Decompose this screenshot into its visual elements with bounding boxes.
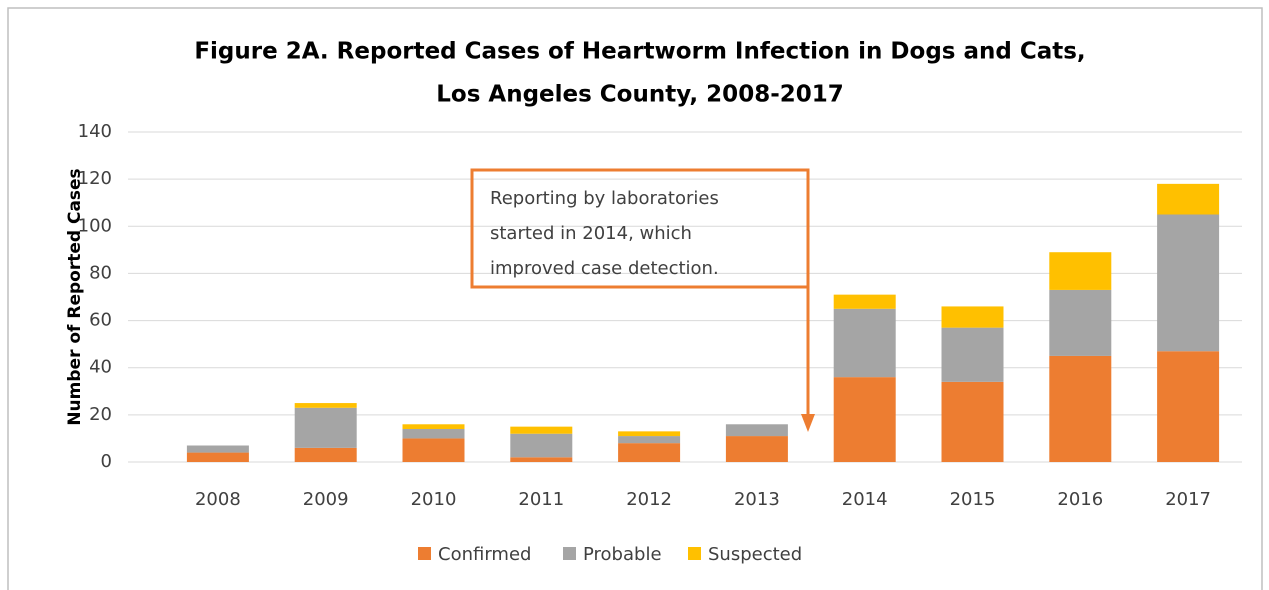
bar-segment — [618, 436, 681, 444]
bar-segment — [618, 431, 681, 437]
y-axis-label: Number of Reported Cases — [65, 168, 85, 425]
annotation-text: improved case detection. — [490, 258, 719, 279]
x-tick-label: 2017 — [1165, 489, 1211, 510]
legend-label: Probable — [583, 544, 662, 565]
annotation-box — [470, 168, 810, 418]
x-tick-label: 2011 — [518, 489, 564, 510]
bar-segment — [186, 452, 249, 462]
x-tick-label: 2014 — [842, 489, 888, 510]
y-tick-label: 140 — [78, 121, 112, 142]
y-tick-label: 0 — [101, 451, 112, 472]
x-tick-label: 2012 — [626, 489, 672, 510]
bar-segment — [618, 443, 681, 462]
y-tick-label: 20 — [89, 404, 112, 425]
bar-segment — [941, 306, 1004, 328]
y-tick-label: 60 — [89, 310, 112, 331]
bar-segment — [510, 457, 573, 462]
legend-swatch — [418, 547, 431, 560]
bar-segment — [941, 327, 1004, 382]
bar-segment — [833, 294, 896, 309]
bar-segment — [833, 308, 896, 378]
bar-segment — [294, 403, 357, 408]
chart-title: Los Angeles County, 2008-2017 — [436, 82, 844, 108]
x-tick-label: 2010 — [411, 489, 457, 510]
legend-label: Confirmed — [438, 544, 531, 565]
annotation-text: started in 2014, which — [490, 223, 692, 244]
y-tick-label: 80 — [89, 262, 112, 283]
annotation-text: Reporting by laboratories — [490, 188, 719, 209]
bar-segment — [510, 426, 573, 434]
bar-segment — [1049, 355, 1112, 462]
bar-segment — [402, 438, 465, 462]
x-tick-label: 2016 — [1057, 489, 1103, 510]
legend-label: Suspected — [708, 544, 802, 565]
bar-segment — [725, 436, 788, 462]
bar-segment — [186, 445, 249, 453]
bar-segment — [510, 433, 573, 458]
annotation-arrowhead — [801, 414, 815, 432]
bar-segment — [1049, 289, 1112, 356]
bar-segment — [1157, 214, 1220, 352]
y-tick-label: 40 — [89, 357, 112, 378]
bar-segment — [833, 377, 896, 462]
x-tick-label: 2009 — [303, 489, 349, 510]
x-tick-label: 2015 — [950, 489, 996, 510]
chart-title: Figure 2A. Reported Cases of Heartworm I… — [194, 39, 1085, 65]
y-tick-label: 100 — [78, 215, 112, 236]
bar-segment — [725, 424, 788, 437]
bar-segment — [941, 381, 1004, 462]
x-tick-label: 2008 — [195, 489, 241, 510]
bar-segment — [1157, 351, 1220, 462]
bar-segment — [402, 424, 465, 429]
bar-segment — [294, 447, 357, 462]
x-tick-label: 2013 — [734, 489, 780, 510]
bar-segment — [1049, 252, 1112, 290]
legend-swatch — [688, 547, 701, 560]
bar-segment — [1157, 183, 1220, 215]
chart-border — [7, 7, 1263, 590]
bar-segment — [294, 407, 357, 448]
y-tick-label: 120 — [78, 168, 112, 189]
bar-segment — [402, 429, 465, 439]
legend-swatch — [563, 547, 576, 560]
